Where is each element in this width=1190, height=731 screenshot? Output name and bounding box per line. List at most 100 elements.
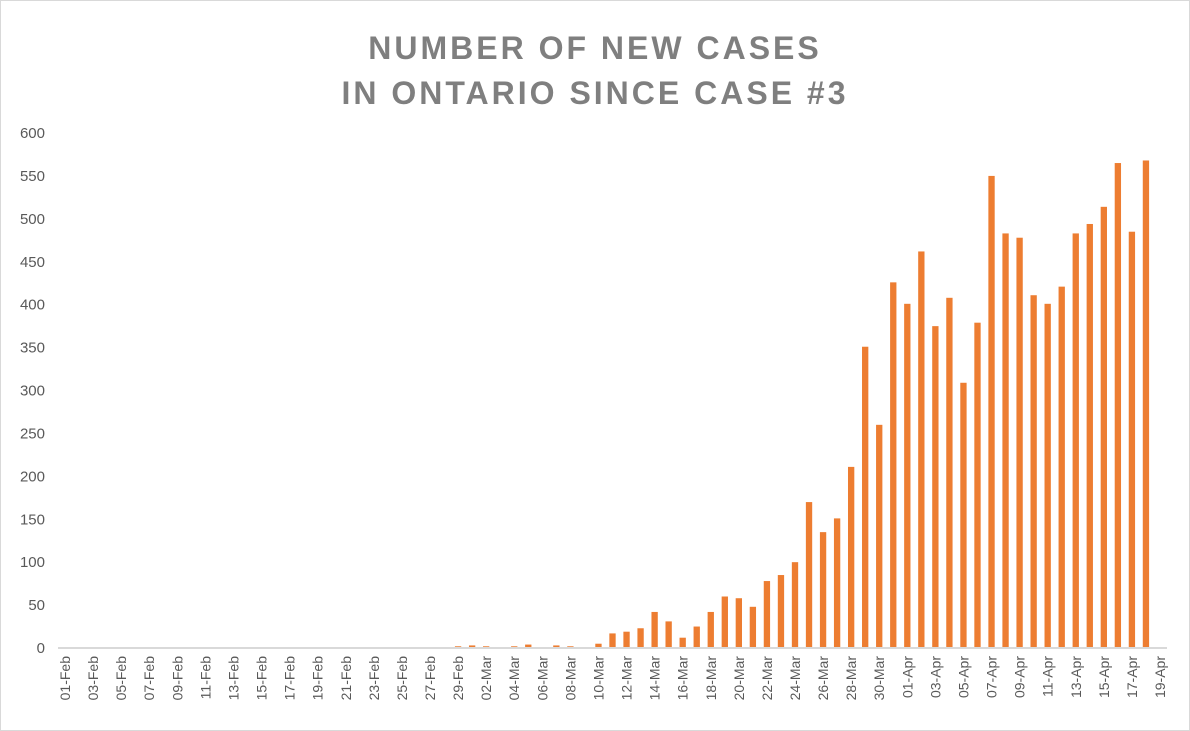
y-tick-label: 50	[28, 597, 45, 614]
bar-20-Mar	[735, 598, 742, 648]
x-tick-label: 01-Apr	[899, 656, 915, 698]
bar-26-Mar	[819, 532, 827, 649]
bar-19-Mar	[721, 596, 728, 648]
x-tick-label: 25-Feb	[394, 656, 410, 701]
x-tick-label: 17-Feb	[282, 656, 298, 701]
x-tick-label: 24-Mar	[787, 656, 803, 701]
y-tick-label: 450	[20, 254, 45, 271]
bar-12-Apr	[1058, 286, 1065, 648]
y-tick-label: 600	[20, 125, 45, 142]
x-tick-label: 12-Mar	[619, 656, 635, 701]
bar-24-Mar	[791, 562, 799, 648]
bar-13-Apr	[1072, 233, 1079, 649]
bar-12-Mar	[623, 631, 630, 648]
x-axis-ticks: 01-Feb 03-Feb 05-Feb 07-Feb 09-Feb 11-Feb 13-F…	[57, 656, 1168, 701]
x-tick-label: 20-Mar	[731, 656, 747, 701]
y-tick-label: 0	[37, 640, 45, 657]
x-tick-label: 13-Apr	[1068, 656, 1084, 698]
x-tick-label: 09-Feb	[169, 656, 185, 701]
bar-13-Mar	[637, 628, 644, 648]
x-tick-label: 04-Mar	[506, 656, 522, 701]
chart-title-line-1: NUMBER OF NEW CASES	[368, 30, 822, 66]
bar-03-Apr	[932, 326, 939, 649]
x-tick-label: 05-Feb	[113, 656, 129, 701]
y-tick-label: 350	[20, 340, 45, 357]
bar-18-Apr	[1142, 160, 1150, 648]
x-tick-label: 15-Apr	[1096, 656, 1112, 698]
x-tick-label: 10-Mar	[590, 656, 606, 701]
y-tick-label: 500	[20, 211, 45, 228]
bar-17-Mar	[693, 626, 700, 648]
bar-05-Mar	[525, 644, 532, 648]
bar-11-Apr	[1044, 303, 1051, 648]
bar-14-Apr	[1086, 223, 1093, 649]
x-tick-label: 03-Feb	[85, 656, 101, 701]
bar-22-Mar	[763, 581, 771, 648]
bars	[454, 160, 1150, 649]
y-tick-label: 200	[20, 468, 45, 485]
x-tick-label: 30-Mar	[871, 656, 887, 701]
x-tick-label: 14-Mar	[647, 656, 663, 701]
y-tick-label: 400	[20, 297, 45, 314]
bar-15-Apr	[1100, 206, 1107, 648]
bar-07-Mar	[553, 645, 560, 648]
x-tick-label: 17-Apr	[1124, 656, 1140, 698]
bar-17-Apr	[1128, 231, 1136, 648]
x-tick-label: 19-Feb	[310, 656, 326, 701]
x-tick-label: 15-Feb	[254, 656, 270, 701]
x-tick-label: 27-Feb	[422, 656, 438, 701]
bar-06-Apr	[974, 322, 981, 648]
x-tick-label: 07-Apr	[984, 656, 1000, 698]
x-tick-label: 18-Mar	[703, 656, 719, 701]
bar-28-Mar	[847, 466, 855, 648]
bar-18-Mar	[707, 611, 714, 648]
x-tick-label: 23-Feb	[366, 656, 382, 701]
bar-11-Mar	[609, 633, 616, 648]
bar-29-Mar	[862, 346, 869, 648]
x-tick-label: 13-Feb	[225, 656, 241, 701]
bar-08-Apr	[1002, 233, 1009, 649]
x-tick-label: 03-Apr	[927, 656, 943, 698]
x-tick-label: 01-Feb	[57, 656, 73, 701]
x-tick-label: 22-Mar	[759, 656, 775, 701]
x-tick-label: 06-Mar	[534, 656, 550, 701]
x-tick-label: 07-Feb	[141, 656, 157, 701]
bar-05-Apr	[960, 382, 967, 648]
x-tick-label: 16-Mar	[675, 656, 691, 701]
bar-25-Mar	[805, 502, 813, 648]
bar-09-Apr	[1016, 237, 1023, 648]
x-tick-label: 19-Apr	[1152, 656, 1168, 698]
bar-21-Mar	[749, 606, 757, 648]
bar-10-Apr	[1030, 295, 1037, 648]
bar-04-Apr	[946, 297, 953, 648]
bar-31-Mar	[890, 282, 897, 648]
bar-30-Mar	[876, 424, 883, 648]
x-tick-label: 09-Apr	[1012, 656, 1028, 698]
x-tick-label: 02-Mar	[478, 656, 494, 701]
bar-02-Apr	[918, 251, 925, 648]
bar-16-Mar	[679, 637, 686, 648]
bar-14-Mar	[651, 611, 658, 648]
chart-title: NUMBER OF NEW CASES IN ONTARIO SINCE CAS…	[0, 26, 1190, 116]
x-tick-label: 29-Feb	[450, 656, 466, 701]
bar-07-Apr	[988, 175, 995, 649]
bar-01-Apr	[904, 303, 911, 648]
chart-title-line-2: IN ONTARIO SINCE CASE #3	[341, 75, 849, 111]
y-axis-ticks: 0 50 100 150 200 250 300 350 400 450 500 550 600	[20, 125, 45, 657]
bar-27-Mar	[833, 518, 841, 648]
bar-01-Mar	[468, 645, 476, 648]
bar-16-Apr	[1114, 163, 1122, 649]
x-tick-label: 11-Feb	[197, 656, 213, 700]
bar-15-Mar	[665, 621, 672, 648]
bar-23-Mar	[777, 575, 785, 648]
y-tick-label: 300	[20, 383, 45, 400]
x-tick-label: 05-Apr	[955, 656, 971, 698]
x-tick-label: 26-Mar	[815, 656, 831, 701]
x-tick-label: 28-Mar	[843, 656, 859, 701]
x-tick-label: 08-Mar	[562, 656, 578, 701]
y-tick-label: 250	[20, 425, 45, 442]
y-tick-label: 150	[20, 511, 45, 528]
x-tick-label: 21-Feb	[338, 656, 354, 701]
x-tick-label: 11-Apr	[1040, 656, 1056, 697]
